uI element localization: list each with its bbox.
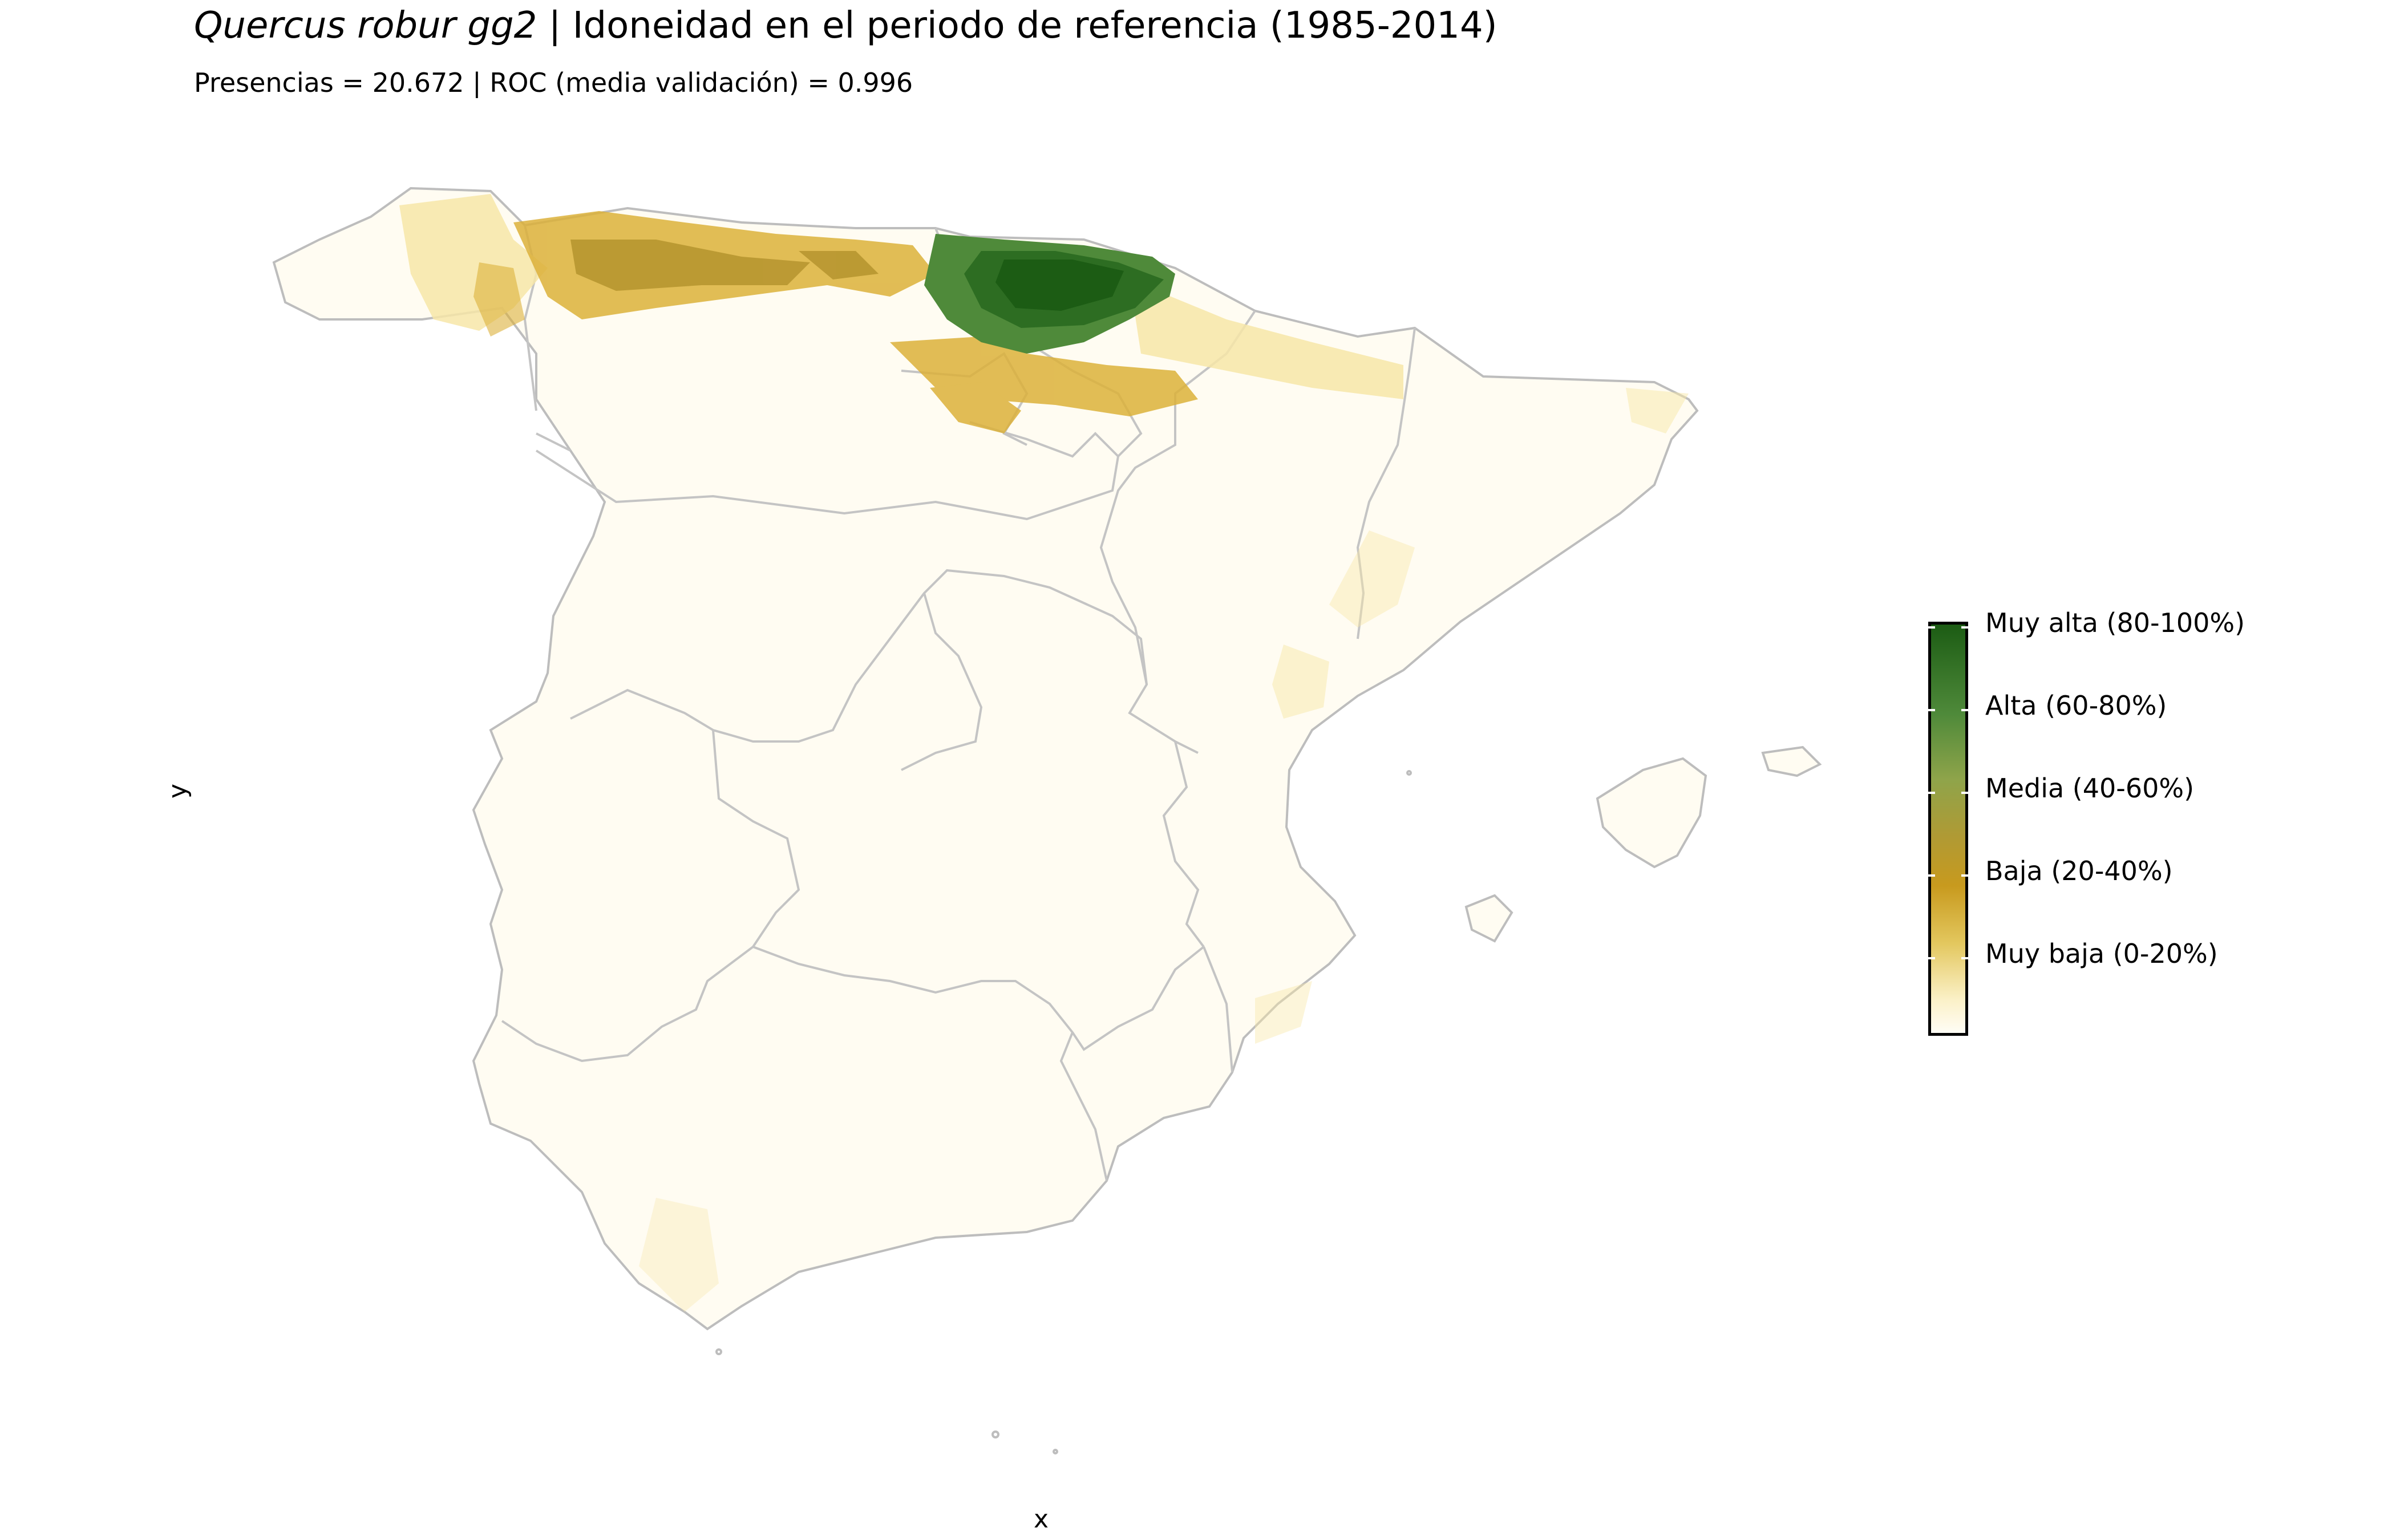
suitability-high bbox=[924, 234, 1175, 354]
legend-tick-media bbox=[1928, 792, 1968, 794]
balearic-islands bbox=[1464, 745, 1822, 943]
legend-color-bar bbox=[1928, 622, 1968, 1036]
legend-label-media: Media (40-60%) bbox=[1985, 773, 2195, 804]
map-subtitle: Presencias = 20.672 | ROC (media validac… bbox=[194, 67, 913, 98]
title-text: | Idoneidad en el periodo de referencia … bbox=[537, 5, 1498, 47]
suitability-medium bbox=[570, 240, 879, 291]
legend-tick-alta bbox=[1928, 709, 1968, 711]
legend-tick-baja bbox=[1928, 874, 1968, 877]
small-islets bbox=[715, 770, 1412, 1454]
legend-label-muy-alta: Muy alta (80-100%) bbox=[1985, 607, 2245, 638]
title-species: Quercus robur gg2 bbox=[194, 5, 537, 47]
y-axis-label: y bbox=[163, 783, 192, 799]
legend-tick-muy-baja bbox=[1928, 957, 1968, 959]
legend-label-muy-baja: Muy baja (0-20%) bbox=[1985, 938, 2218, 969]
x-axis-label: x bbox=[1034, 1505, 1049, 1534]
legend-tick-muy-alta bbox=[1928, 626, 1968, 629]
mainland-spain bbox=[272, 187, 1699, 1331]
legend-label-alta: Alta (60-80%) bbox=[1985, 690, 2167, 721]
map-title: Quercus robur gg2 | Idoneidad en el peri… bbox=[194, 5, 1498, 47]
legend-label-baja: Baja (20-40%) bbox=[1985, 856, 2173, 886]
